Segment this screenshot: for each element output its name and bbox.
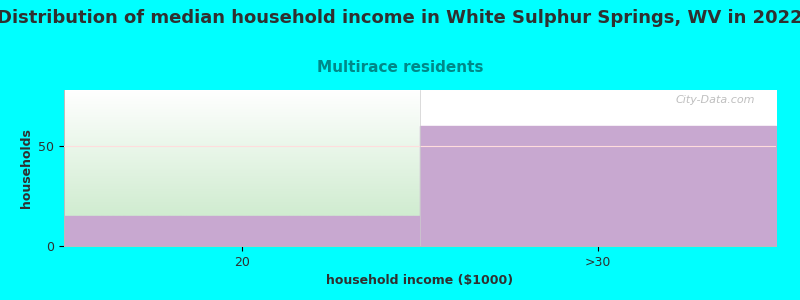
X-axis label: household income ($1000): household income ($1000) — [326, 274, 514, 287]
Text: Multirace residents: Multirace residents — [317, 60, 483, 75]
Text: Distribution of median household income in White Sulphur Springs, WV in 2022: Distribution of median household income … — [0, 9, 800, 27]
Y-axis label: households: households — [20, 128, 33, 208]
Text: City-Data.com: City-Data.com — [675, 95, 754, 105]
